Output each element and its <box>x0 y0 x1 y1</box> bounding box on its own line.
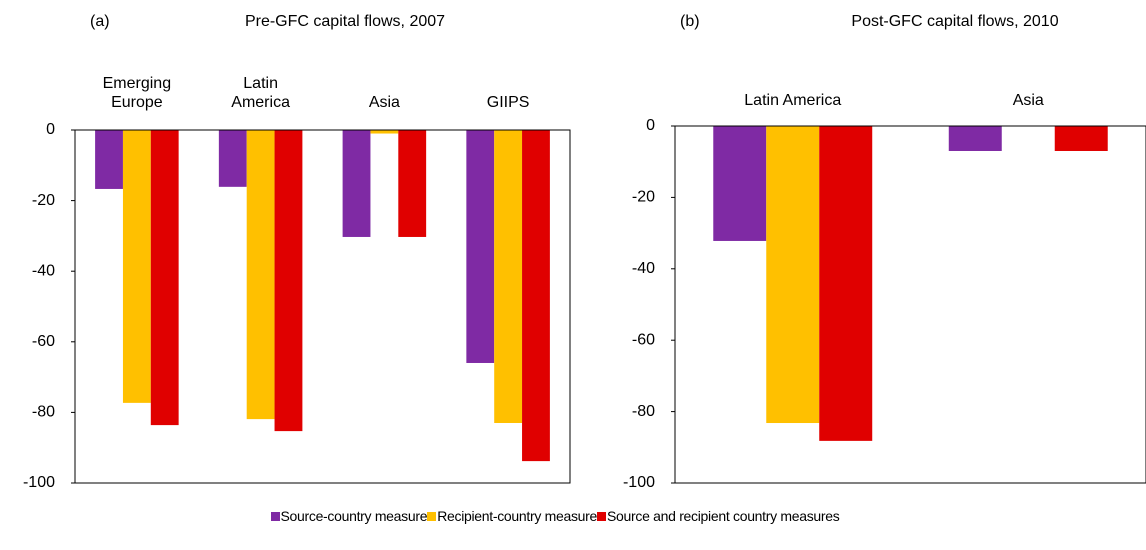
x-tick-label: Emerging Europe <box>102 75 172 111</box>
chart-title: Post-GFC capital flows, 2010 <box>851 13 1058 30</box>
bar <box>218 130 247 187</box>
bar <box>713 126 767 241</box>
legend-label: Source-country measure <box>280 508 428 524</box>
panel-label: (b) <box>680 13 700 30</box>
bar <box>1054 126 1108 151</box>
bar <box>522 130 550 462</box>
x-tick-label: Asia <box>368 94 400 111</box>
plot-frame <box>674 125 1146 484</box>
y-tick-label: 0 <box>46 121 55 138</box>
bar <box>370 130 399 134</box>
bar <box>342 130 371 237</box>
x-tick-label: Latin America <box>744 92 842 109</box>
y-tick-label: -60 <box>32 333 55 350</box>
bar <box>398 130 427 237</box>
bar <box>150 130 179 426</box>
bar <box>494 130 523 423</box>
legend: Source-country measure Recipient-country … <box>0 508 1110 524</box>
y-tick-label: -20 <box>632 189 655 206</box>
legend-label: Source and recipient country measures <box>607 508 840 524</box>
bar <box>819 126 873 441</box>
legend-swatch <box>270 511 280 521</box>
legend-swatch <box>597 511 606 521</box>
y-tick-label: -80 <box>32 404 55 421</box>
y-tick-label: -80 <box>632 403 655 420</box>
legend-item: Recipient-country measure <box>427 508 597 524</box>
bar <box>95 130 123 189</box>
legend-item: Source-country measure <box>270 508 428 524</box>
y-tick-label: -20 <box>32 192 55 209</box>
y-tick-label: -60 <box>632 331 655 348</box>
y-tick-label: -100 <box>623 474 655 491</box>
y-tick-label: -100 <box>23 474 55 491</box>
x-tick-label: Latin America <box>231 75 290 111</box>
bar <box>766 126 820 424</box>
panel-label: (a) <box>90 13 110 30</box>
bar <box>274 130 303 432</box>
bar <box>122 130 151 403</box>
y-tick-label: 0 <box>646 117 655 134</box>
x-tick-label: Asia <box>1012 92 1044 109</box>
chart-title: Pre-GFC capital flows, 2007 <box>245 13 445 30</box>
bar <box>246 130 275 420</box>
y-tick-label: -40 <box>32 262 55 279</box>
plot-frame <box>74 129 571 484</box>
x-tick-label: GIIPS <box>486 94 530 111</box>
legend-swatch <box>427 511 437 521</box>
bar <box>948 126 1002 151</box>
legend-item: Source and recipient country measures <box>597 508 840 524</box>
bar <box>466 130 495 363</box>
legend-label: Recipient-country measure <box>437 508 597 524</box>
y-tick-label: -40 <box>632 260 655 277</box>
